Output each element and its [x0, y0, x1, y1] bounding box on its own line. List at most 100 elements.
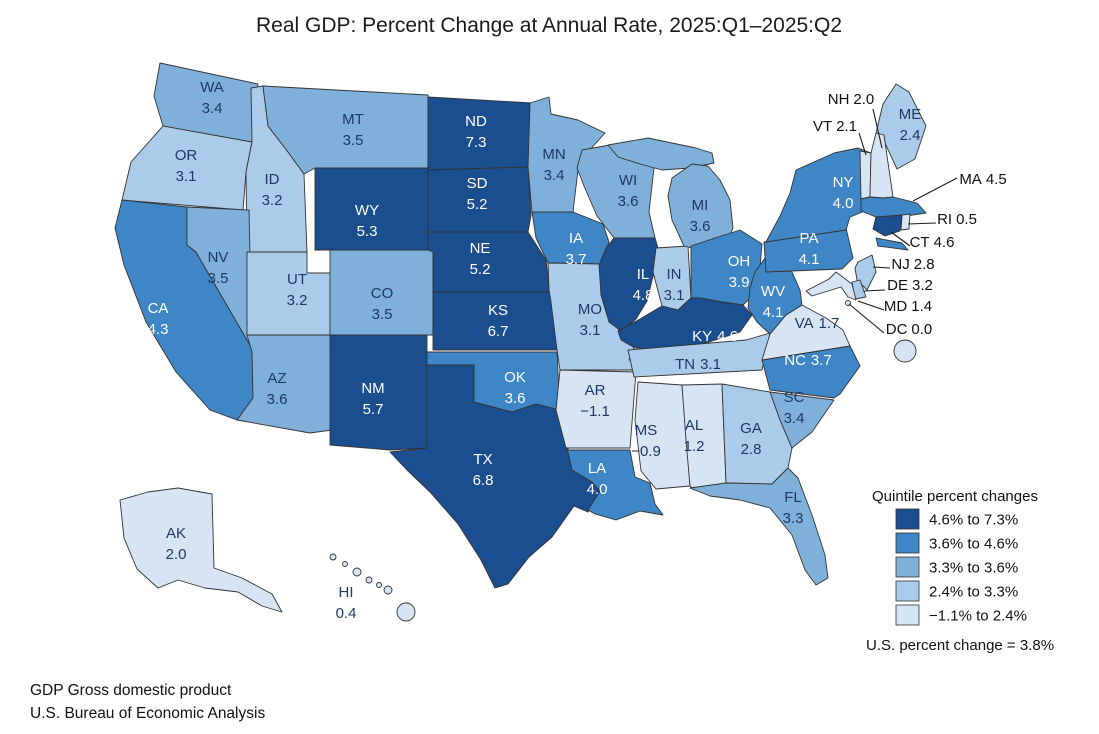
state-label-va: VA 1.7: [795, 315, 840, 332]
state-label-in: IN 3.1: [664, 266, 685, 304]
callout-label-md: MD 1.4: [884, 298, 932, 315]
state-md: [805, 271, 857, 301]
state-label-al: AL 1.2: [684, 417, 705, 455]
callout-label-nj: NJ 2.8: [891, 256, 934, 273]
state-label-oh: OH 3.9: [728, 253, 751, 291]
state-label-ar: AR −1.1: [580, 382, 610, 420]
state-label-nd: ND 7.3: [465, 113, 487, 151]
callout-line-ct: [890, 231, 911, 247]
state-ks: [432, 291, 558, 351]
state-label-ia: IA 3.7: [566, 230, 587, 268]
state-ct: [872, 214, 903, 237]
callout-layer: VT 2.1 NH 2.0 MA 4.5 RI 0.5 CT 4.6 NJ 2.8 DE 3.2 MD 1.4…: [813, 91, 1007, 338]
state-label-mi: MI 3.6: [690, 197, 711, 235]
callout-line-ri: [907, 222, 937, 225]
state-mi: [607, 137, 715, 171]
footer-source: U.S. Bureau of Economic Analysis: [30, 705, 265, 722]
state-label-fl: FL 3.3: [783, 489, 804, 527]
legend-label-5: −1.1% to 2.4%: [929, 608, 1027, 625]
state-label-tx: TX 6.8: [473, 451, 494, 489]
state-label-pa: PA 4.1: [799, 230, 820, 268]
callout-label-de: DE 3.2: [887, 277, 933, 294]
dc-inset-circle: [893, 339, 917, 363]
state-me: [875, 83, 927, 170]
callout-line-nh: [872, 108, 883, 149]
callout-label-nh: NH 2.0: [828, 91, 875, 108]
state-labels-layer: WA 3.4 OR 3.1 CA 4.3 ID 3.2 NV 3.5 UT 3.2 AZ 3.6 MT 3.5…: [148, 79, 922, 622]
state-ma: [860, 196, 927, 218]
state-label-me: ME 2.4: [899, 106, 922, 144]
state-hi: [383, 585, 393, 595]
state-fl: [689, 467, 829, 586]
callout-line-vt: [858, 132, 867, 156]
legend: Quintile percent changes U.S. percent ch…: [866, 488, 1054, 654]
map-title: Real GDP: Percent Change at Annual Rate,…: [256, 14, 842, 37]
state-sc: [769, 391, 835, 449]
legend-label-4: 2.4% to 3.3%: [929, 584, 1018, 601]
legend-title: Quintile percent changes: [872, 488, 1038, 505]
state-vt: [859, 150, 872, 200]
state-label-wa: WA 3.4: [200, 79, 224, 117]
state-label-mn: MN 3.4: [542, 146, 565, 184]
callout-line-ma: [912, 177, 958, 202]
legend-swatch-5: [895, 604, 920, 626]
state-nm: [329, 334, 428, 451]
callout-label-vt: VT 2.1: [813, 118, 857, 135]
callout-line-md: [857, 300, 885, 311]
states-layer: [114, 62, 927, 622]
state-ny: [765, 147, 876, 243]
legend-swatch-1: [895, 508, 920, 530]
state-label-az: AZ 3.6: [267, 370, 288, 408]
state-ak: [119, 487, 283, 613]
state-label-ak: AK 2.0: [166, 525, 187, 563]
callout-line-nj: [872, 266, 891, 269]
state-sd: [427, 166, 532, 233]
state-label-wv: WV 4.1: [761, 283, 785, 321]
legend-swatch-3: [895, 556, 920, 578]
state-ny: [875, 237, 909, 251]
callout-label-dc: DC 0.0: [886, 321, 933, 338]
state-label-la: LA 4.0: [587, 460, 608, 498]
callout-line-de: [863, 289, 886, 292]
state-la: [565, 449, 664, 521]
state-label-or: OR 3.1: [175, 147, 198, 185]
state-label-wy: WY 5.3: [355, 202, 379, 240]
state-tx: [389, 364, 602, 589]
state-label-ok: OK 3.6: [504, 369, 526, 407]
legend-label-1: 4.6% to 7.3%: [929, 512, 1018, 529]
state-label-co: CO 3.5: [371, 285, 394, 323]
state-hi: [352, 567, 362, 577]
legend-swatch-4: [895, 580, 920, 602]
callout-label-ct: CT 4.6: [910, 234, 955, 251]
state-label-ga: GA 2.8: [740, 420, 762, 458]
state-label-ne: NE 5.2: [470, 240, 491, 278]
state-label-hi: HI 0.4: [336, 584, 357, 622]
callout-label-ri: RI 0.5: [937, 211, 977, 228]
state-label-id: ID 3.2: [262, 171, 283, 209]
state-hi: [342, 561, 348, 567]
state-ri: [900, 213, 911, 231]
us-percent-change-note: U.S. percent change = 3.8%: [866, 637, 1054, 654]
state-label-ny: NY 4.0: [833, 174, 854, 212]
legend-label-2: 3.6% to 4.6%: [929, 536, 1018, 553]
state-label-sc: SC 3.4: [784, 389, 805, 427]
callout-label-ma: MA 4.5: [959, 171, 1006, 188]
state-hi: [396, 602, 416, 622]
state-hi: [376, 582, 382, 588]
state-ar: [555, 369, 637, 449]
state-label-nv: NV 3.5: [208, 249, 229, 287]
state-label-tn: TN 3.1: [675, 356, 721, 373]
state-al: [681, 383, 727, 491]
state-label-sd: SD 5.2: [467, 175, 488, 213]
callout-line-dc: [848, 303, 885, 334]
legend-swatch-2: [895, 532, 920, 554]
state-label-wi: WI 3.6: [618, 172, 639, 210]
footer-abbreviation-note: GDP Gross domestic product: [30, 682, 232, 699]
state-label-ks: KS 6.7: [488, 302, 509, 340]
state-label-mo: MO 3.1: [578, 301, 602, 339]
state-label-mt: MT 3.5: [342, 111, 364, 149]
state-label-ut: UT 3.2: [287, 271, 308, 309]
state-label-nm: NM 5.7: [361, 380, 384, 418]
